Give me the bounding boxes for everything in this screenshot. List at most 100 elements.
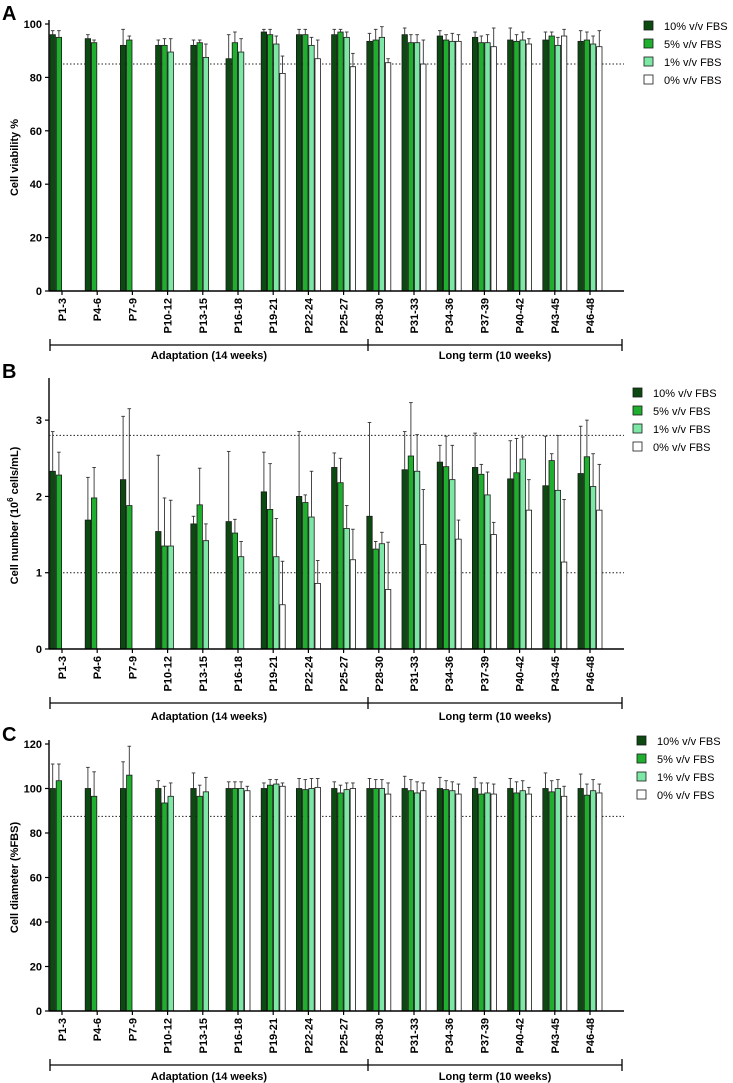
legend-swatch — [632, 441, 643, 452]
bar — [196, 795, 203, 1012]
bar — [126, 39, 133, 292]
bar — [126, 774, 133, 1012]
x-tick-label: P34-36 — [444, 1018, 456, 1053]
bar — [413, 792, 421, 1012]
x-tick-label: P10-12 — [163, 656, 175, 691]
bar — [308, 44, 315, 292]
legend-swatch — [643, 38, 654, 49]
bar — [273, 43, 280, 292]
bar — [519, 39, 526, 292]
bar — [378, 36, 386, 292]
bar — [554, 44, 562, 292]
bar — [548, 35, 555, 292]
bar — [91, 42, 98, 292]
bar — [231, 42, 238, 292]
bar — [507, 788, 514, 1012]
bar — [442, 39, 450, 292]
bar — [308, 788, 315, 1012]
x-tick-label: P31-33 — [409, 298, 421, 333]
bar — [583, 456, 591, 650]
bar — [455, 538, 462, 650]
x-tick-label: P46-48 — [585, 1018, 597, 1053]
bar — [155, 788, 162, 1012]
bar — [513, 472, 520, 650]
bar — [190, 44, 197, 292]
bar — [126, 505, 133, 650]
bar — [167, 51, 174, 292]
bar — [295, 496, 303, 650]
bar — [407, 455, 415, 650]
bar — [295, 788, 303, 1012]
y-tick-label: 40 — [30, 179, 42, 191]
bar — [413, 42, 421, 292]
bar — [231, 532, 238, 650]
x-tick-label: P10-12 — [163, 298, 175, 333]
group-label-long-term: Long term (10 weeks) — [439, 350, 552, 362]
group-label-long-term: Long term (10 weeks) — [439, 711, 552, 723]
bar — [507, 478, 514, 650]
legend-swatch — [636, 753, 647, 764]
legend-swatch — [636, 735, 647, 746]
bar — [442, 466, 450, 650]
x-tick-label: P22-24 — [303, 297, 315, 333]
bar — [561, 35, 568, 292]
legend-label: 10% v/v FBS — [664, 21, 728, 33]
x-tick-label: P22-24 — [303, 1017, 315, 1053]
x-tick-label: P34-36 — [444, 656, 456, 691]
bar — [372, 548, 379, 650]
bar — [161, 44, 168, 292]
x-tick-label: P28-30 — [374, 1018, 386, 1053]
bar — [513, 40, 520, 292]
bar — [436, 35, 444, 292]
x-tick-label: P34-36 — [444, 298, 456, 333]
bar — [542, 788, 549, 1012]
bar — [366, 515, 373, 650]
bar — [596, 792, 603, 1012]
bar — [295, 34, 303, 292]
bar — [590, 486, 597, 650]
bar — [449, 40, 456, 292]
bar — [525, 43, 533, 292]
x-tick-label: P16-18 — [233, 1018, 245, 1053]
bar — [542, 39, 549, 292]
bar — [384, 62, 392, 292]
bar — [196, 504, 203, 650]
bar — [49, 788, 56, 1012]
bar — [407, 790, 415, 1012]
bar — [202, 540, 209, 650]
bar — [161, 802, 168, 1012]
x-tick-label: P31-33 — [409, 1018, 421, 1053]
bar — [519, 790, 526, 1012]
bar — [554, 489, 562, 650]
bar — [490, 793, 497, 1012]
x-tick-label: P7-9 — [127, 1018, 139, 1041]
bar — [507, 39, 514, 292]
y-tick-label: 0 — [36, 1006, 42, 1018]
x-tick-label: P22-24 — [303, 655, 315, 691]
y-tick-label: 2 — [36, 491, 42, 503]
legend-label: 0% v/v FBS — [657, 790, 714, 802]
bar — [490, 534, 497, 650]
bar — [266, 34, 274, 292]
y-axis-label: Cell number (106 cells/mL) — [6, 446, 21, 584]
bar — [337, 792, 344, 1012]
bar — [478, 42, 485, 292]
bar — [84, 519, 91, 650]
x-tick-label: P40-42 — [515, 1018, 527, 1053]
bar — [378, 788, 386, 1012]
y-tick-label: 100 — [24, 19, 42, 31]
bar — [279, 785, 286, 1012]
bar — [308, 516, 315, 650]
bar — [331, 467, 338, 650]
bar — [314, 786, 321, 1012]
bar — [490, 46, 497, 292]
bar — [225, 58, 232, 292]
bar — [302, 502, 309, 650]
x-tick-label: P1-3 — [57, 298, 69, 321]
bar — [548, 791, 555, 1012]
y-axis-label: Cell viability % — [9, 119, 21, 196]
legend-label: 0% v/v FBS — [653, 442, 710, 454]
bar — [155, 44, 162, 292]
y-tick-label: 60 — [30, 126, 42, 138]
x-tick-label: P37-39 — [479, 1018, 491, 1053]
